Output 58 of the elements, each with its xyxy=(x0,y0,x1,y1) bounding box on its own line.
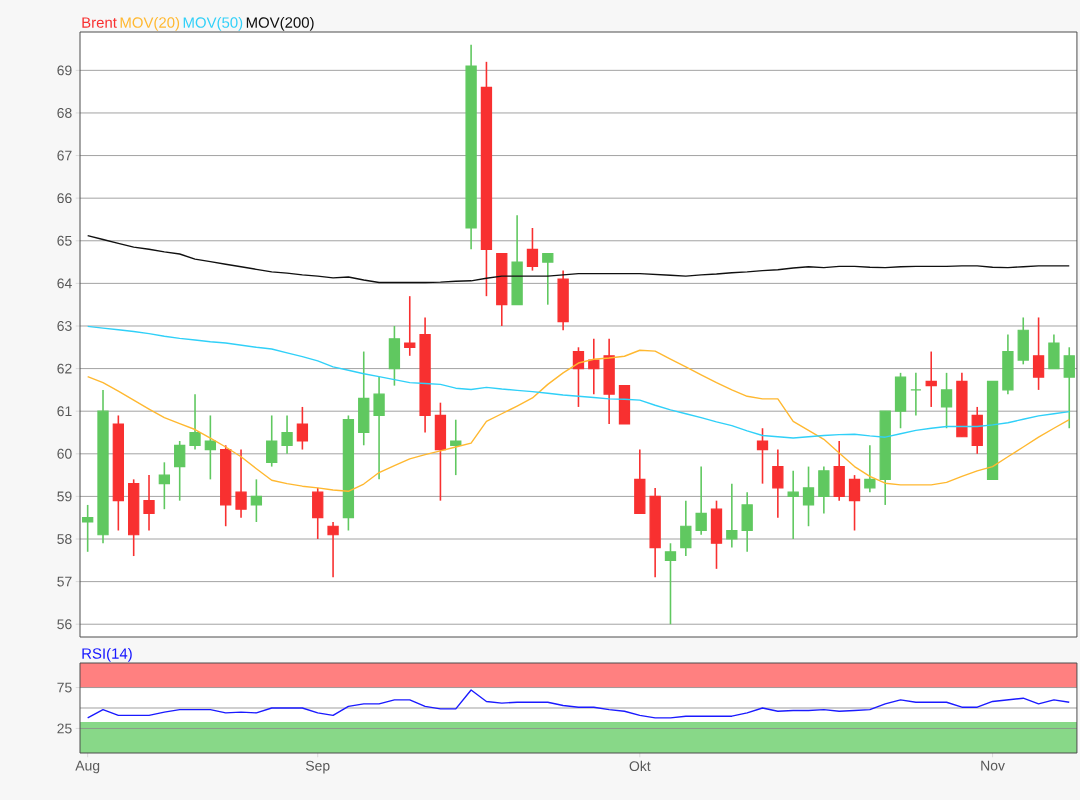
text: MOV(200) xyxy=(246,16,314,31)
candlestick xyxy=(327,521,339,579)
candlestick xyxy=(802,465,815,528)
y-tick-label: 66 xyxy=(57,193,72,204)
y-tick-label: 75 xyxy=(57,682,72,693)
x-tick-label: Aug xyxy=(75,760,100,774)
candlestick xyxy=(772,448,784,519)
candlestick xyxy=(925,350,937,408)
candlestick xyxy=(204,414,217,481)
candlestick xyxy=(756,427,769,485)
text: MOV(50) xyxy=(183,16,243,31)
y-tick-label: 69 xyxy=(57,65,72,76)
y-tick-label: 58 xyxy=(57,534,72,544)
y-tick-label: 67 xyxy=(57,150,72,161)
candlestick xyxy=(266,414,278,468)
candlestick xyxy=(373,376,385,481)
candlestick xyxy=(695,465,707,536)
candlestick xyxy=(787,470,799,540)
candlestick xyxy=(664,542,677,626)
y-tick-label: 68 xyxy=(57,108,72,118)
y-tick-label: 57 xyxy=(57,576,72,587)
candlestick xyxy=(680,499,692,557)
y-tick-label: 61 xyxy=(57,406,72,417)
y-tick-label: 25 xyxy=(57,723,72,734)
candlestick xyxy=(542,252,554,306)
candlestick xyxy=(158,461,171,510)
candlestick xyxy=(910,372,922,417)
candlestick xyxy=(1032,316,1045,391)
candlestick xyxy=(189,393,201,451)
candlestick xyxy=(1063,346,1075,430)
y-tick-label: 60 xyxy=(57,448,72,459)
candlestick xyxy=(940,372,953,430)
text: MOV(20) xyxy=(120,16,180,31)
text: Brent xyxy=(82,17,117,28)
candlestick xyxy=(143,474,155,532)
candlestick xyxy=(848,474,861,532)
candlestick xyxy=(281,414,293,455)
y-tick-label: 64 xyxy=(57,278,72,289)
candlestick xyxy=(235,448,247,519)
x-tick-label: Okt xyxy=(629,760,651,772)
candlestick xyxy=(588,337,600,395)
candlestick xyxy=(296,406,309,451)
candlestick xyxy=(82,504,94,553)
y-tick-label: 65 xyxy=(57,235,72,246)
candlestick xyxy=(174,440,186,502)
y-tick-label: 56 xyxy=(57,619,72,630)
y-tick-label: 59 xyxy=(57,491,72,502)
candlestick xyxy=(450,418,462,476)
candlestick xyxy=(726,482,738,549)
x-tick-label: Nov xyxy=(981,760,1005,771)
candlestick xyxy=(864,444,876,493)
candlestick xyxy=(526,227,539,272)
x-tick-label: Sep xyxy=(305,760,330,774)
y-tick-label: 63 xyxy=(57,321,72,331)
y-tick-label: 62 xyxy=(57,363,72,374)
candlestick xyxy=(404,295,416,357)
text: RSI(14) xyxy=(82,647,132,662)
candlestick xyxy=(250,478,263,523)
